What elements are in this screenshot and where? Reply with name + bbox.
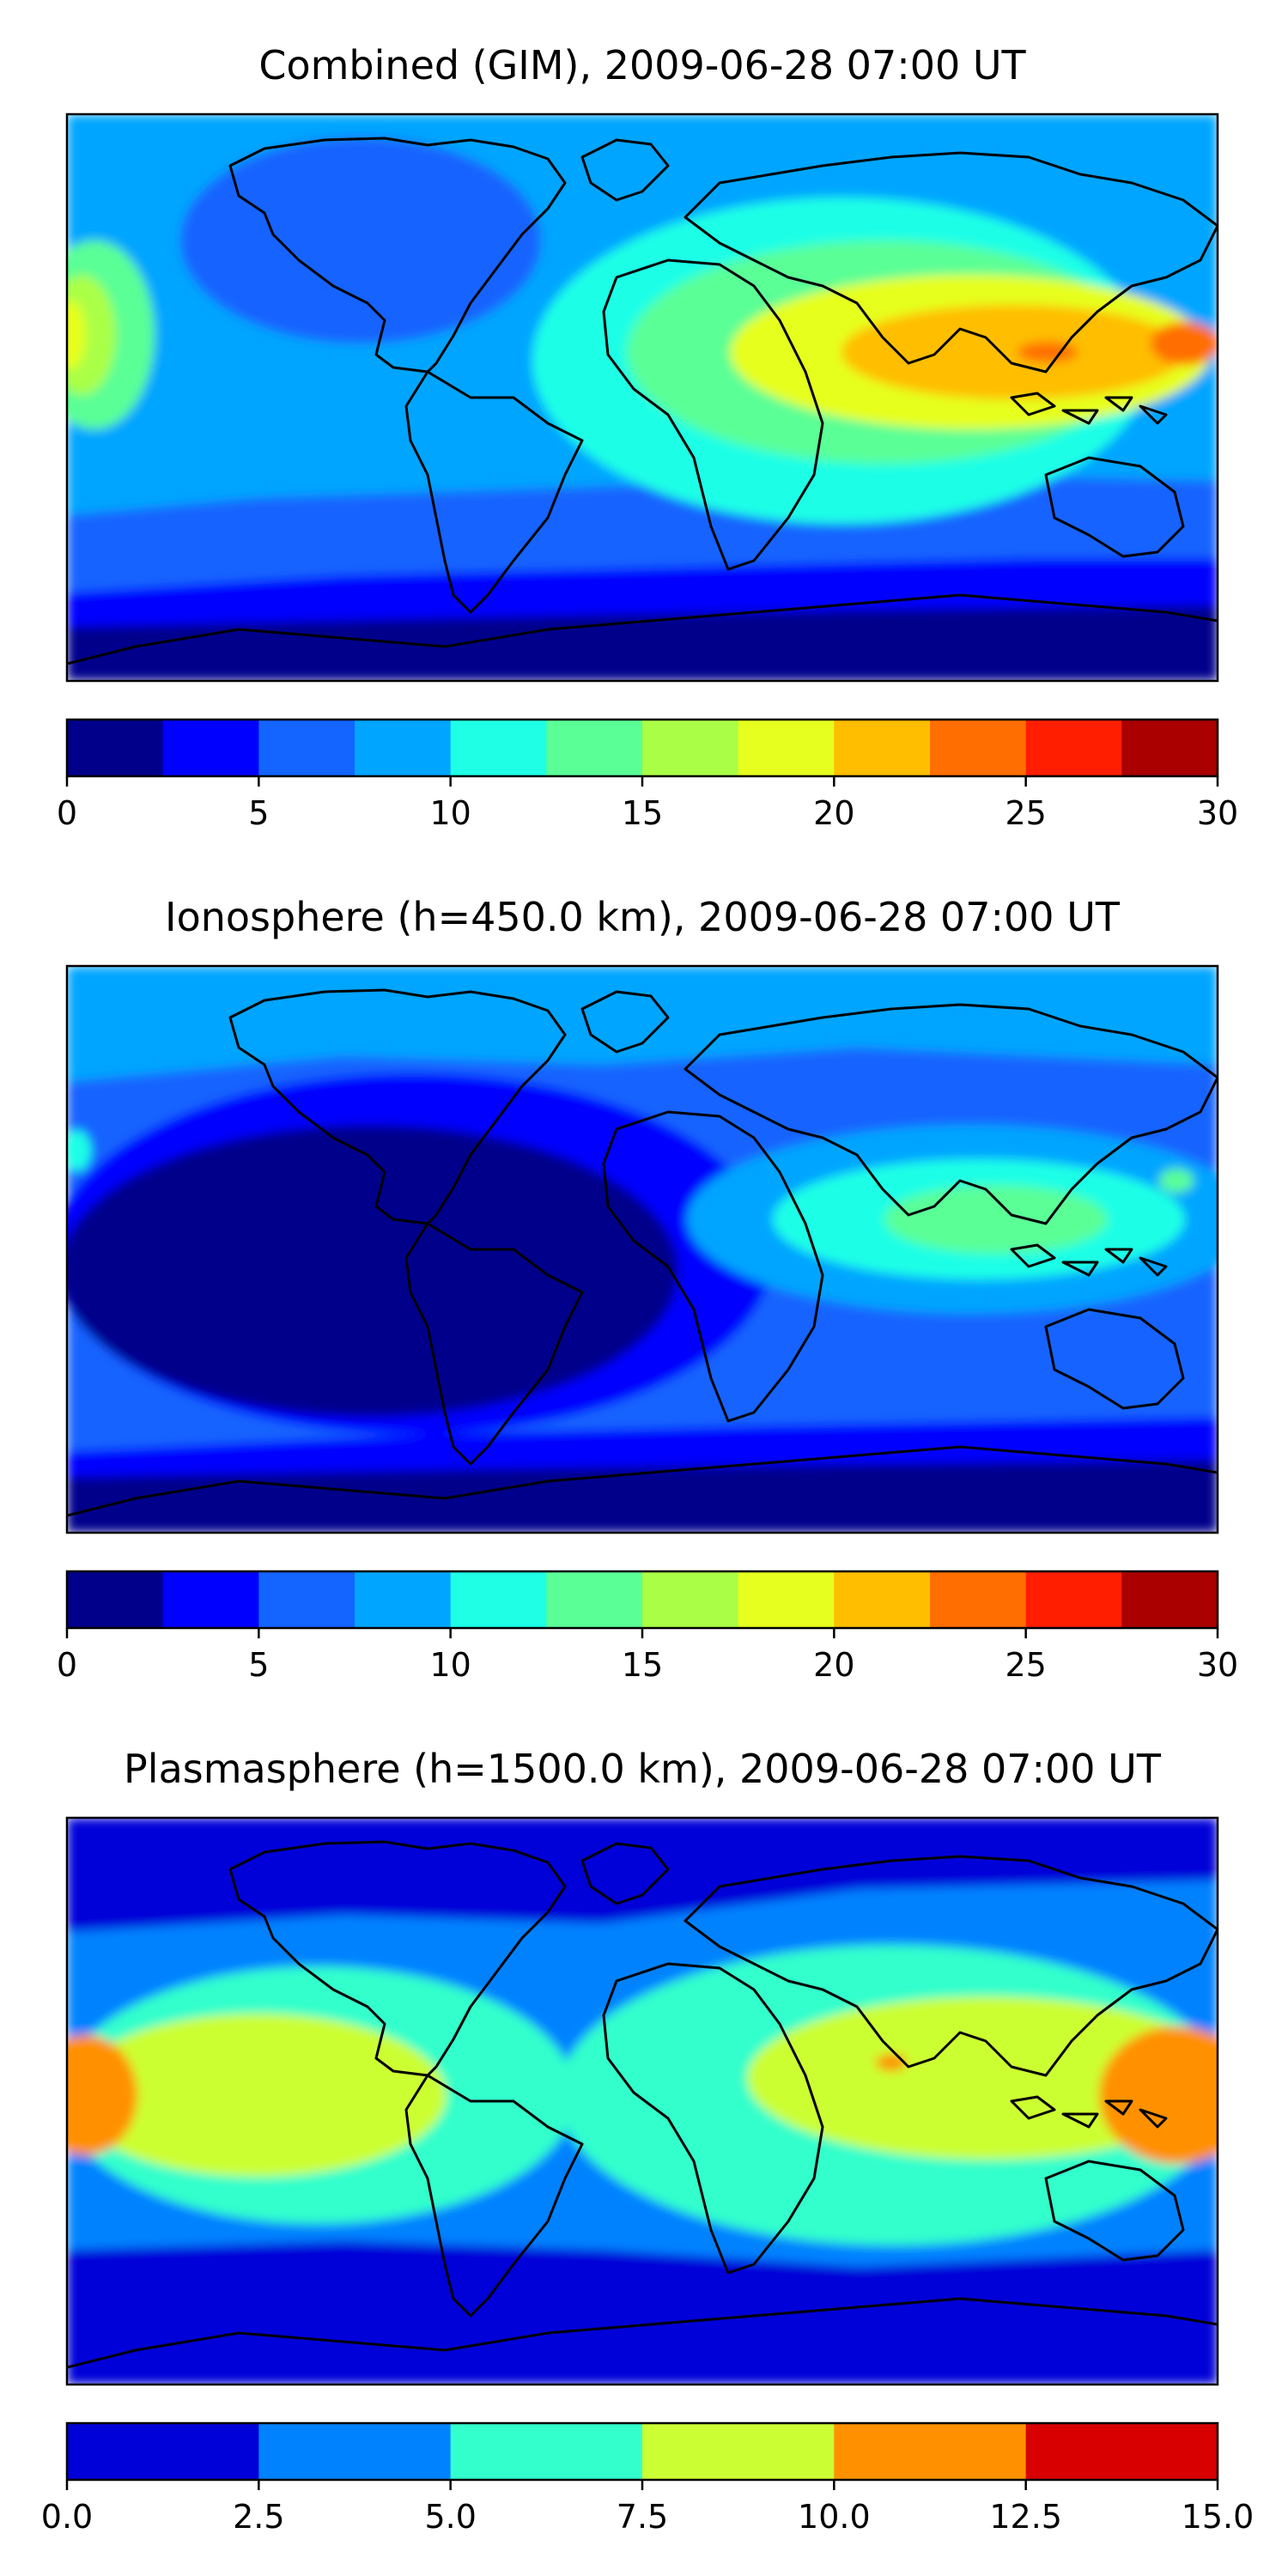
colorbar-tick-label: 20 bbox=[813, 1646, 854, 1684]
colorbar-tick-label: 15 bbox=[622, 1646, 663, 1684]
colorbar-tick-label: 10 bbox=[429, 794, 471, 832]
colorbar-swatch bbox=[834, 720, 931, 776]
colorbar-swatch bbox=[450, 2423, 643, 2480]
colorbar-swatch bbox=[1121, 720, 1218, 776]
colorbar-swatch bbox=[642, 1571, 739, 1628]
colorbar-tick-label: 15 bbox=[622, 794, 663, 832]
colorbar-tick-label: 25 bbox=[1005, 794, 1046, 832]
colorbar-swatch bbox=[1121, 1571, 1218, 1628]
panel-combined-gim: Combined (GIM), 2009-06-28 07:00 UT bbox=[57, 42, 1238, 832]
colorbar-swatch bbox=[162, 720, 259, 776]
colorbar-swatch bbox=[450, 720, 547, 776]
colorbar-tick-label: 10.0 bbox=[798, 2498, 871, 2536]
colorbar-swatch bbox=[738, 720, 835, 776]
colorbar-swatch bbox=[642, 2423, 835, 2480]
colorbar-swatch bbox=[450, 1571, 547, 1628]
colorbar-swatch bbox=[1025, 1571, 1122, 1628]
colorbar-swatch bbox=[258, 720, 355, 776]
chart-title: Combined (GIM), 2009-06-28 07:00 UT bbox=[258, 42, 1026, 88]
colorbar-swatch bbox=[834, 1571, 931, 1628]
ionospheric-field bbox=[67, 966, 1218, 1533]
colorbar-tick-label: 10 bbox=[429, 1646, 471, 1684]
colorbar-tick-label: 5 bbox=[248, 1646, 269, 1684]
colorbar-swatch bbox=[67, 720, 164, 776]
colorbar-tick-label: 15.0 bbox=[1182, 2498, 1255, 2536]
colorbar-swatch bbox=[258, 2423, 452, 2480]
colorbar-tick-label: 5 bbox=[248, 794, 269, 832]
map-area bbox=[67, 114, 1218, 681]
colorbar-tick-label: 12.5 bbox=[989, 2498, 1062, 2536]
colorbar-swatch bbox=[930, 1571, 1027, 1628]
colorbar-swatch bbox=[738, 1571, 835, 1628]
colorbar: 0 5 10 15 20 25 30 bbox=[57, 718, 1238, 832]
colorbar-tick-label: 25 bbox=[1005, 1646, 1046, 1684]
colorbar-tick-label: 30 bbox=[1197, 1646, 1238, 1684]
colorbar-swatch bbox=[258, 1571, 355, 1628]
colorbar-tick-label: 5.0 bbox=[424, 2498, 476, 2536]
colorbar-swatch bbox=[67, 1571, 164, 1628]
colorbar-swatch bbox=[546, 1571, 643, 1628]
colorbar-swatch bbox=[355, 720, 452, 776]
colorbar-tick-label: 2.5 bbox=[233, 2498, 284, 2536]
chart-title: Ionosphere (h=450.0 km), 2009-06-28 07:0… bbox=[165, 894, 1121, 940]
colorbar: 0 5 10 15 20 25 30 bbox=[57, 1570, 1238, 1684]
panel-ionosphere: Ionosphere (h=450.0 km), 2009-06-28 07:0… bbox=[57, 894, 1238, 1684]
colorbar-tick-label: 0 bbox=[57, 1646, 77, 1684]
colorbar-tick-label: 0 bbox=[57, 794, 77, 832]
colorbar-swatch bbox=[67, 2423, 259, 2480]
panel-plasmasphere: Plasmasphere (h=1500.0 km), 2009-06-28 0… bbox=[41, 1746, 1255, 2536]
colorbar-swatch bbox=[546, 720, 643, 776]
ionospheric-field bbox=[67, 114, 1218, 681]
colorbar-tick-label: 30 bbox=[1197, 794, 1238, 832]
colorbar-swatch bbox=[642, 720, 739, 776]
colorbar-swatch bbox=[162, 1571, 259, 1628]
map-area bbox=[67, 966, 1218, 1533]
map-area bbox=[67, 1818, 1218, 2385]
colorbar-swatch bbox=[1025, 720, 1122, 776]
colorbar-swatch bbox=[355, 1571, 452, 1628]
colorbar-tick-label: 20 bbox=[813, 794, 854, 832]
colorbar-swatch bbox=[930, 720, 1027, 776]
colorbar-swatch bbox=[834, 2423, 1027, 2480]
colorbar: 0.0 2.5 5.0 7.5 10.0 12.5 15.0 bbox=[41, 2421, 1255, 2536]
colorbar-tick-label: 7.5 bbox=[617, 2498, 668, 2536]
colorbar-swatch bbox=[1025, 2423, 1218, 2480]
colorbar-tick-label: 0.0 bbox=[41, 2498, 93, 2536]
chart-title: Plasmasphere (h=1500.0 km), 2009-06-28 0… bbox=[124, 1746, 1162, 1792]
